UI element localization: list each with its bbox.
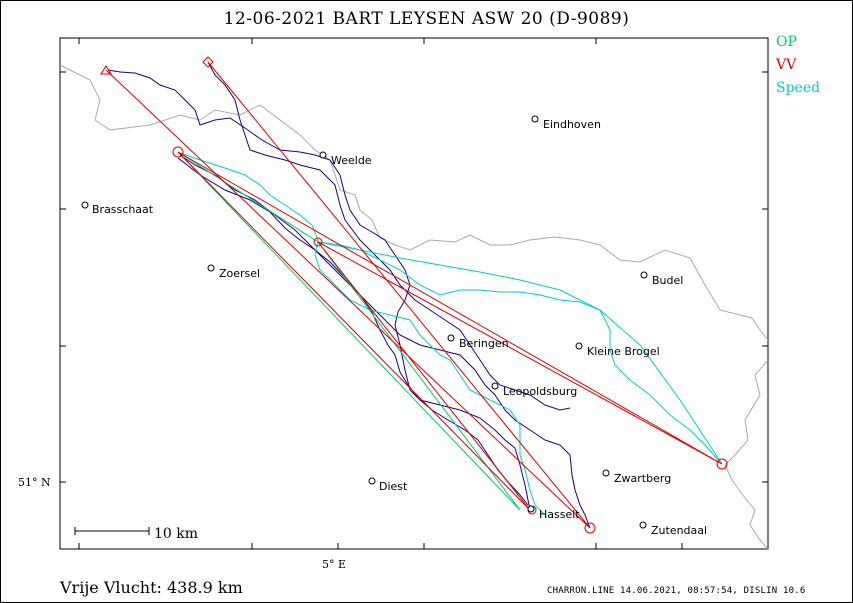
place-label-beringen: Beringen [459, 337, 509, 350]
place-label-brasschaat: Brasschaat [92, 203, 154, 216]
city-markers [81, 115, 648, 529]
vv-route-2 [177, 151, 723, 511]
country-border [59, 64, 769, 341]
footer-credit: CHARRON.LINE 14.06.2021, 08:57:54, DISLI… [547, 586, 806, 596]
longitude-label: 5° E [322, 558, 346, 571]
axis-ticks [60, 38, 768, 549]
free-flight-distance: Vrije Vlucht: 438.9 km [60, 578, 243, 597]
speed-track-3 [317, 241, 723, 465]
legend-op: OP [776, 34, 797, 50]
place-label-zoersel: Zoersel [219, 267, 260, 280]
legend-vv: VV [776, 57, 797, 73]
place-label-zwartberg: Zwartberg [614, 472, 671, 485]
country-border-east [724, 359, 769, 550]
place-label-leopoldsburg: Leopoldsburg [503, 385, 577, 398]
legend-speed: Speed [776, 80, 821, 96]
place-label-hasselt: Hasselt [539, 508, 580, 521]
flight-title: 12-06-2021 BART LEYSEN ASW 20 (D-9089) [223, 9, 630, 29]
place-label-eindhoven: Eindhoven [543, 118, 601, 131]
flight-track-2 [207, 61, 571, 411]
flight-track-3 [179, 154, 591, 529]
place-label-zutendaal: Zutendaal [651, 524, 707, 537]
speed-track [179, 152, 546, 516]
flight-track [107, 69, 531, 511]
latitude-label: 51° N [18, 476, 51, 489]
scale-bar [74, 527, 150, 535]
op-route [177, 151, 521, 511]
plot-area [59, 37, 769, 550]
speed-track-2 [317, 241, 721, 463]
place-label-weelde: Weelde [331, 154, 372, 167]
place-label-kleine-brogel: Kleine Brogel [587, 345, 660, 358]
place-label-diest: Diest [379, 480, 408, 493]
flight-track-4 [177, 157, 529, 506]
vv-route [105, 61, 591, 529]
place-label-budel: Budel [652, 274, 683, 287]
scale-bar-label: 10 km [154, 526, 198, 542]
